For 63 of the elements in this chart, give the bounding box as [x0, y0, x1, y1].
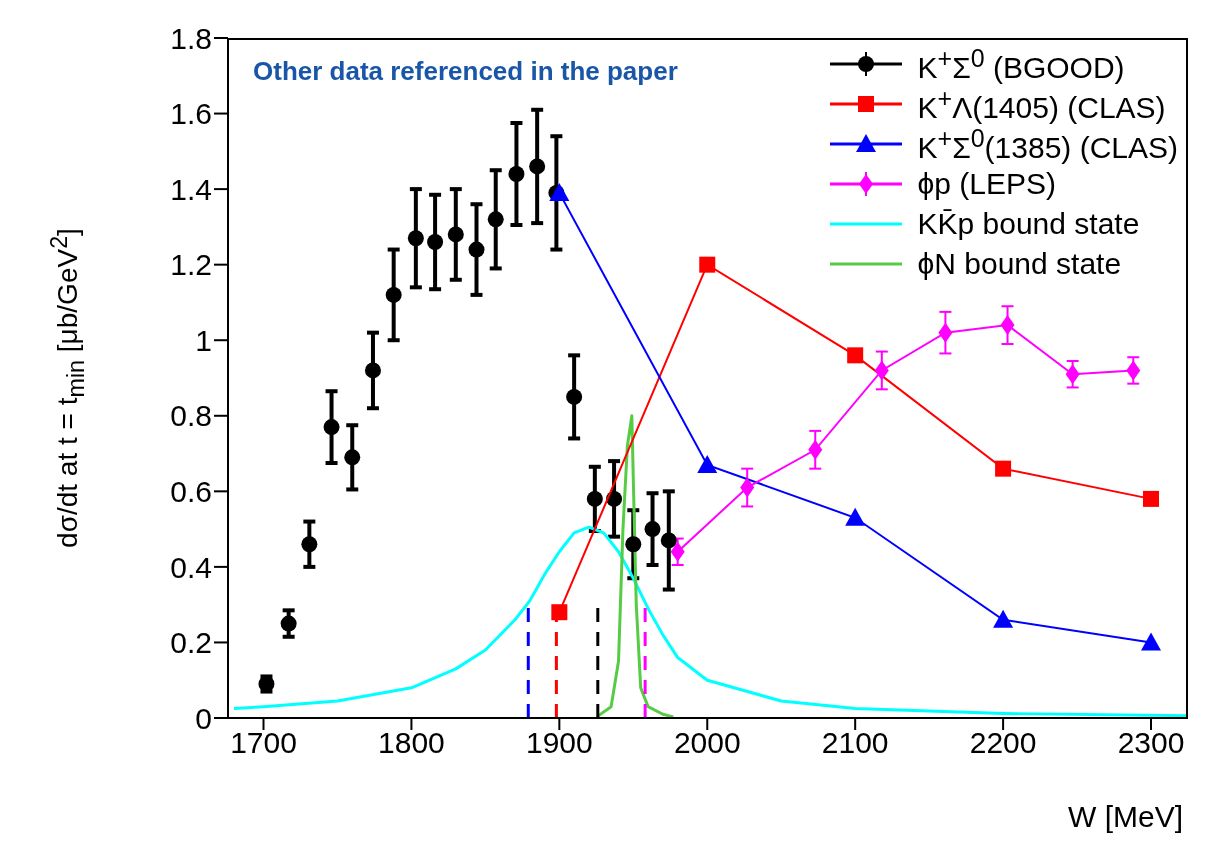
point	[874, 360, 889, 381]
point	[1143, 490, 1160, 507]
point	[549, 182, 570, 201]
y-tick-label: 0	[195, 701, 212, 735]
point	[586, 490, 603, 507]
point	[1065, 364, 1080, 385]
point	[1000, 315, 1015, 336]
point	[740, 477, 755, 498]
x-tick-label: 1800	[378, 726, 445, 760]
x-tick-label: 2200	[969, 726, 1037, 760]
point	[323, 419, 340, 436]
point	[808, 439, 823, 460]
line-series	[596, 414, 675, 718]
legend-label: K$^{+}$Σ$^{0}$ (BGOOD)	[917, 43, 1125, 85]
y-tick-label: 0.8	[170, 399, 212, 433]
point	[697, 454, 718, 473]
point	[995, 460, 1012, 477]
y-tick-label: 1	[195, 323, 212, 357]
point	[1126, 360, 1141, 381]
point	[301, 536, 318, 553]
y-tick-label: 0.6	[170, 474, 212, 508]
point	[625, 536, 642, 553]
x-tick-label: 2100	[821, 726, 889, 760]
legend-label: K$^{+}$Σ$^{0}$(1385) (CLAS)	[917, 123, 1178, 165]
point	[938, 322, 953, 343]
point	[551, 604, 568, 621]
point	[529, 158, 546, 175]
point	[847, 347, 864, 364]
y-tick-label: 1.4	[170, 172, 212, 206]
point	[508, 166, 525, 182]
y-tick-label: 1.8	[170, 21, 212, 55]
line-series	[232, 525, 1188, 718]
point	[670, 541, 685, 562]
x-tick-label: 2000	[673, 726, 741, 760]
point	[660, 532, 677, 549]
point	[447, 226, 464, 243]
x-tick-label: 1900	[525, 726, 593, 760]
point	[566, 388, 583, 405]
y-tick-label: 0.4	[170, 550, 212, 584]
point	[468, 241, 485, 258]
annotation: Other data referenced in the paper	[253, 56, 678, 87]
point	[364, 362, 381, 379]
legend-label: KK̄p bound state	[917, 207, 1140, 241]
legend-label: ϕN bound state	[917, 247, 1122, 281]
point	[280, 615, 297, 632]
point	[644, 521, 661, 538]
point	[427, 234, 444, 250]
x-axis-title: W [MeV]	[1067, 800, 1183, 834]
point	[699, 256, 716, 273]
y-tick-label: 1.2	[170, 248, 212, 282]
point	[407, 230, 424, 247]
point	[1141, 632, 1162, 651]
legend-label: ϕp (LEPS)	[917, 167, 1057, 201]
x-tick-label: 1700	[230, 726, 297, 760]
point	[993, 609, 1014, 628]
point	[845, 507, 866, 526]
legend-label: K$^{+}$Λ(1405) (CLAS)	[917, 83, 1166, 125]
y-tick-label: 0.2	[170, 626, 212, 660]
point	[385, 286, 402, 303]
x-tick-label: 2300	[1117, 726, 1185, 760]
point	[344, 449, 361, 466]
point	[487, 211, 504, 228]
y-tick-label: 1.6	[170, 97, 212, 131]
